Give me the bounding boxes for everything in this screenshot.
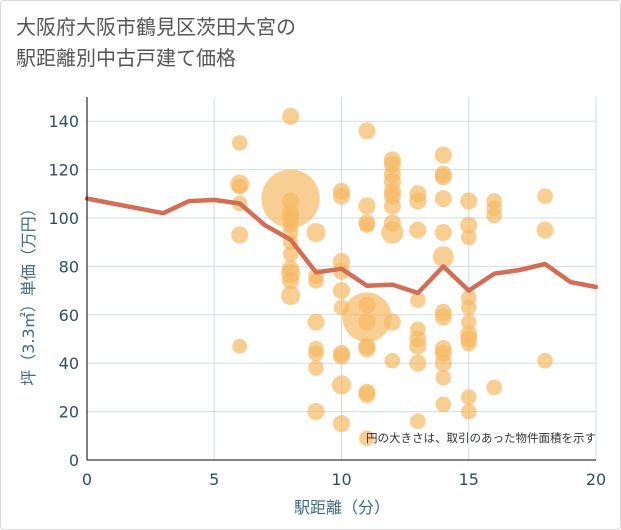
data-point	[282, 272, 300, 290]
y-tick-label: 20	[59, 403, 79, 422]
data-point	[359, 430, 375, 447]
x-tick-label: 0	[82, 470, 92, 489]
data-point	[307, 313, 325, 331]
x-tick-label: 10	[331, 470, 351, 489]
data-point	[281, 285, 301, 305]
data-point	[332, 282, 351, 300]
y-axis-label: 坪（3.3㎡）単価（万円）	[19, 200, 38, 385]
data-point	[358, 122, 376, 140]
bubble-series	[230, 107, 554, 447]
tick-labels: 0 20 40 60 80 100 120 140 0 5 10 15 20	[48, 112, 606, 489]
data-point	[536, 221, 554, 239]
data-point	[306, 222, 326, 243]
data-point	[410, 321, 426, 338]
data-point	[282, 107, 300, 125]
data-point	[332, 347, 351, 365]
chart-title-line-1: 大阪府大阪市鶴見区茨田大宮の	[16, 15, 296, 39]
data-point	[358, 313, 376, 331]
data-point	[460, 314, 477, 330]
data-point	[384, 352, 401, 369]
data-point	[486, 207, 503, 224]
data-point	[537, 188, 553, 205]
data-point	[410, 292, 426, 309]
data-point	[358, 386, 376, 404]
data-point	[460, 389, 477, 405]
average-line-series	[84, 196, 599, 296]
axes	[86, 97, 596, 461]
data-point	[435, 369, 452, 386]
y-tick-label: 40	[59, 354, 79, 373]
data-point	[409, 221, 427, 239]
data-point	[434, 354, 452, 372]
data-point	[432, 246, 454, 268]
y-tick-label: 120	[48, 161, 79, 180]
data-point	[460, 216, 478, 234]
y-tick-label: 0	[69, 451, 79, 470]
y-tick-label: 100	[48, 209, 79, 228]
x-tick-label: 5	[209, 470, 219, 489]
data-point	[486, 379, 503, 396]
data-point	[409, 337, 427, 355]
data-point	[308, 273, 324, 289]
data-point	[383, 214, 401, 232]
data-point	[308, 360, 324, 376]
data-point	[358, 340, 376, 358]
data-point	[231, 135, 248, 151]
data-point	[282, 260, 300, 278]
data-point	[434, 146, 452, 164]
data-point	[307, 403, 325, 421]
data-point	[537, 352, 553, 369]
average-price-line	[84, 196, 599, 296]
data-point	[460, 403, 477, 420]
data-point	[460, 299, 477, 316]
chart-title: 大阪府大阪市鶴見区茨田大宮の 駅距離別中古戸建て価格	[16, 12, 576, 74]
data-point	[231, 178, 248, 195]
chart-title-line-2: 駅距離別中古戸建て価格	[16, 46, 236, 70]
data-point	[435, 396, 452, 413]
data-point	[410, 413, 426, 430]
data-point	[332, 187, 351, 205]
data-point	[282, 192, 300, 210]
data-point	[359, 217, 375, 234]
x-tick-label: 20	[586, 470, 606, 489]
data-point	[409, 354, 427, 372]
data-point	[308, 345, 324, 362]
bubble-size-note: 円の大きさは、取引のあった物件面積を示す	[366, 431, 596, 445]
data-point	[333, 299, 350, 316]
data-point	[460, 192, 478, 210]
x-tick-label: 15	[459, 470, 479, 489]
y-tick-label: 60	[59, 306, 79, 325]
x-axis-label: 駅距離（分）	[294, 498, 390, 517]
data-point	[383, 313, 401, 331]
data-point	[460, 229, 477, 246]
data-point	[434, 190, 452, 208]
data-point	[232, 338, 248, 354]
y-tick-label: 80	[59, 257, 79, 276]
data-point	[332, 415, 351, 433]
data-point	[434, 223, 452, 242]
data-point	[358, 296, 376, 314]
y-tick-label: 140	[48, 112, 79, 131]
data-point	[434, 168, 452, 186]
data-point	[331, 375, 352, 395]
data-point	[383, 197, 401, 215]
data-point	[358, 197, 376, 215]
data-point	[434, 308, 452, 326]
data-point	[460, 336, 477, 352]
data-point	[282, 246, 299, 263]
data-point	[409, 192, 427, 210]
data-point	[231, 226, 249, 244]
